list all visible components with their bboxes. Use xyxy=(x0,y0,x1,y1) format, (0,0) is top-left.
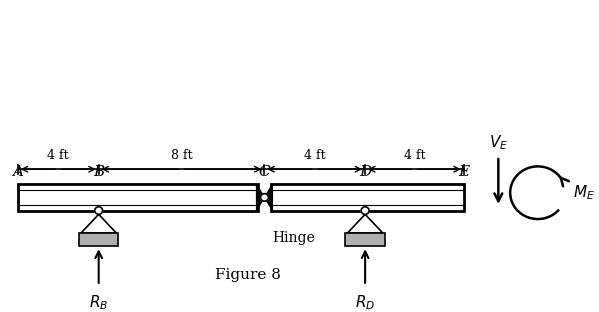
Text: D: D xyxy=(359,165,371,178)
Text: E: E xyxy=(458,165,470,178)
Text: $R_D$: $R_D$ xyxy=(355,293,375,312)
Bar xyxy=(79,233,119,246)
Circle shape xyxy=(261,194,268,201)
Polygon shape xyxy=(256,185,265,210)
Text: $M_E$: $M_E$ xyxy=(573,183,595,202)
Circle shape xyxy=(95,207,102,214)
Text: $R_B$: $R_B$ xyxy=(89,293,108,312)
Bar xyxy=(271,184,464,211)
Text: C: C xyxy=(259,165,270,178)
Polygon shape xyxy=(265,185,273,210)
Text: 4 ft: 4 ft xyxy=(304,149,326,162)
Text: Figure 8: Figure 8 xyxy=(215,268,281,282)
Circle shape xyxy=(361,207,369,214)
Text: A: A xyxy=(12,165,23,178)
Text: 8 ft: 8 ft xyxy=(171,149,192,162)
Text: 4 ft: 4 ft xyxy=(404,149,425,162)
Text: 4 ft: 4 ft xyxy=(47,149,69,162)
Text: Hinge: Hinge xyxy=(273,231,316,245)
Bar xyxy=(18,184,258,211)
Text: B: B xyxy=(93,165,104,178)
Bar xyxy=(346,233,385,246)
Text: $V_E$: $V_E$ xyxy=(489,134,508,152)
